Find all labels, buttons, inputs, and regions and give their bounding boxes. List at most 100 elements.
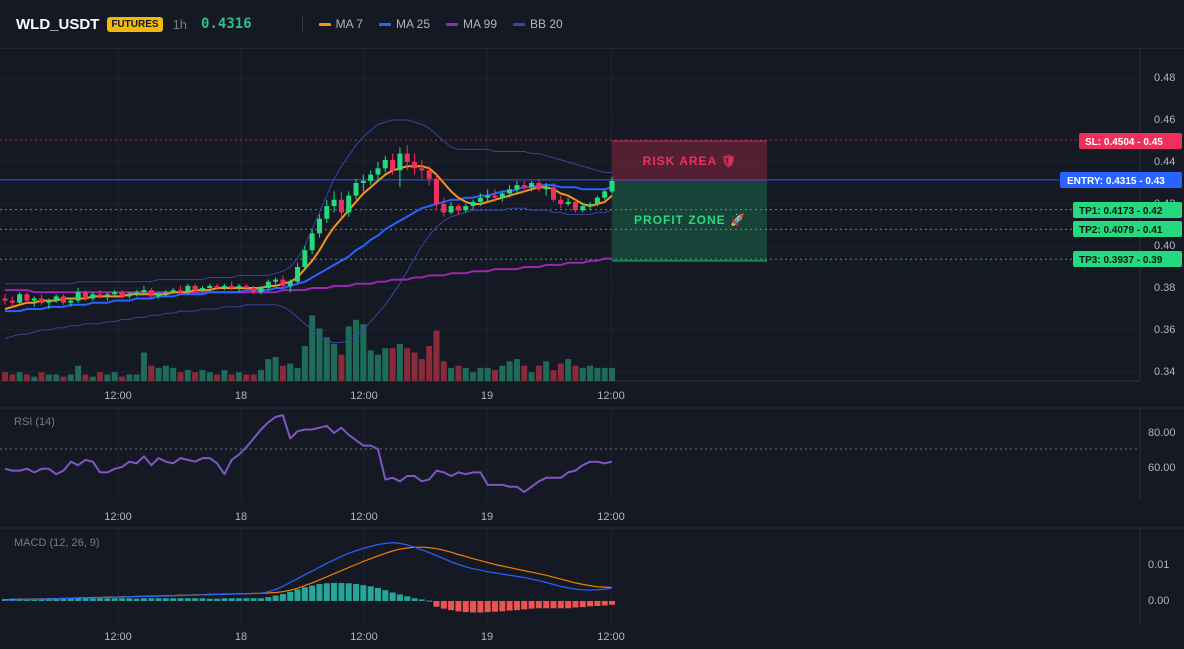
- volume-bar: [411, 352, 418, 381]
- macd-hist-bar: [499, 600, 506, 612]
- macd-hist-bar: [491, 600, 498, 612]
- macd-hist-bar: [265, 597, 272, 601]
- candle-body: [251, 288, 257, 293]
- macd-hist-bar: [53, 598, 60, 601]
- macd-hist-bar: [433, 600, 440, 607]
- macd-hist-bar: [411, 598, 418, 601]
- legend-ma99[interactable]: MA 99: [446, 17, 497, 31]
- candle-body: [68, 300, 74, 303]
- macd-hist-bar: [301, 587, 308, 601]
- symbol-name[interactable]: WLD_USDT: [16, 15, 100, 33]
- macd-hist-bar: [338, 582, 345, 601]
- volume-bar: [250, 374, 257, 381]
- macd-hist-bar: [316, 584, 323, 601]
- candle-body: [609, 180, 615, 192]
- volume-bar: [455, 365, 462, 381]
- macd-hist-bar: [550, 600, 557, 609]
- macd-hist-bar: [89, 598, 96, 601]
- macd-hist-bar: [506, 600, 513, 611]
- volume-bar: [309, 315, 316, 381]
- macd-pane[interactable]: MACD (12, 26, 9) 0.01 0.00 12:00 18 12:0…: [2, 537, 1169, 643]
- macd-hist-bar: [221, 598, 228, 601]
- volume-bar: [535, 365, 542, 381]
- macd-hist-bar: [170, 598, 177, 601]
- ma25-swatch: [378, 22, 391, 26]
- legend-ma25[interactable]: MA 25: [378, 17, 430, 31]
- volume-bar: [543, 361, 550, 381]
- legend-ma7[interactable]: MA 7: [318, 17, 363, 31]
- volume-bar: [23, 374, 30, 381]
- legend-bb20[interactable]: BB 20: [513, 17, 563, 31]
- volume-bar: [162, 365, 169, 381]
- candle-body: [112, 292, 118, 295]
- candle-body: [236, 285, 242, 288]
- macd-hist-bar: [119, 598, 126, 601]
- volume-bar: [119, 376, 126, 381]
- price-tick: 0.36: [1154, 324, 1175, 336]
- macd-hist-bar: [513, 600, 520, 611]
- candle-body: [426, 170, 432, 179]
- volume-bar: [272, 356, 279, 381]
- volume-bar: [279, 365, 286, 381]
- candle-body: [448, 206, 454, 213]
- candle-body: [75, 292, 81, 301]
- volume-bar: [294, 367, 301, 381]
- candle-body: [61, 296, 67, 303]
- legend-ma7-label: MA 7: [335, 17, 363, 31]
- macd-hist-bar: [484, 600, 491, 613]
- rsi-pane[interactable]: RSI (14) 80.00 60.00 12:00 18 12:00 19 1…: [0, 414, 1176, 523]
- candle-body: [119, 292, 125, 297]
- macd-hist-bar: [38, 598, 45, 601]
- last-price: 0.4316: [201, 16, 252, 32]
- time-axis-main[interactable]: 12:00 18 12:00 19 12:00: [104, 390, 625, 402]
- candle-body: [572, 201, 578, 211]
- candle-body: [346, 195, 352, 213]
- candle-body: [324, 206, 330, 219]
- tp1-tag: TP1: 0.4173 - 0.42: [1073, 202, 1182, 218]
- candle-body: [309, 233, 315, 251]
- macd-hist-bar: [448, 600, 455, 611]
- macd-hist-bar: [148, 598, 155, 601]
- macd-hist-bar: [67, 598, 74, 601]
- candle-body: [258, 288, 264, 293]
- time-tick: 18: [235, 631, 247, 643]
- macd-hist-bar: [331, 582, 338, 601]
- volume-bar: [426, 346, 433, 381]
- volume-bar: [440, 361, 447, 381]
- profit-zone: [612, 181, 767, 261]
- futures-badge: FUTURES: [107, 16, 163, 32]
- macd-hist-bar: [126, 598, 133, 601]
- candle-body: [477, 197, 483, 202]
- volume-bar: [206, 372, 213, 381]
- candle-body: [404, 153, 410, 162]
- candle-body: [24, 294, 30, 301]
- volume-bar: [360, 324, 367, 381]
- macd-hist-bar: [470, 600, 477, 613]
- macd-hist-bar: [243, 598, 250, 601]
- time-tick: 12:00: [350, 631, 378, 643]
- rsi-tick: 60.00: [1148, 462, 1176, 474]
- macd-hist-bar: [455, 600, 462, 612]
- ma99-swatch: [446, 22, 458, 26]
- candle-body: [375, 168, 381, 175]
- macd-hist-bar: [279, 594, 286, 601]
- entry-tag-text: ENTRY: 0.4315 - 0.43: [1067, 176, 1165, 187]
- candle-body: [185, 285, 191, 293]
- macd-hist-bar: [214, 598, 221, 601]
- macd-hist-bar: [140, 598, 147, 601]
- macd-hist-bar: [60, 598, 67, 601]
- volume-bar: [579, 367, 586, 381]
- candle-body: [287, 281, 293, 286]
- timeframe-label[interactable]: 1h: [172, 16, 188, 32]
- macd-hist-bar: [133, 598, 140, 601]
- time-tick: 12:00: [350, 511, 378, 523]
- price-tick: 0.40: [1154, 240, 1175, 252]
- candle-body: [580, 206, 586, 211]
- profit-zone-label: PROFIT ZONE 🚀: [634, 213, 746, 227]
- volume-bar: [367, 350, 374, 381]
- rsi-tick: 80.00: [1148, 427, 1176, 439]
- candle-body: [492, 195, 498, 198]
- candle-body: [338, 199, 344, 213]
- macd-hist-bar: [418, 599, 425, 601]
